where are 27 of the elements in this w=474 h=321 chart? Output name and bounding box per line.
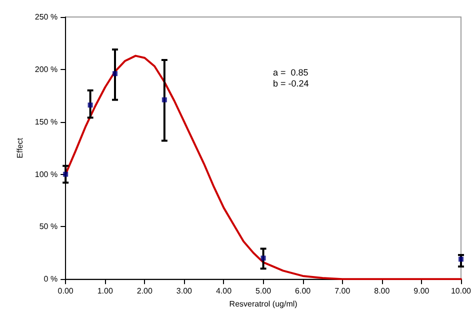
point [88, 102, 93, 108]
x-tick-label: 3.00 [176, 286, 193, 296]
y-tick-label: 100 % [34, 170, 58, 179]
y-tick-label: 0 % [44, 274, 58, 284]
x-tick-label: 4.00 [216, 286, 232, 296]
x-tick-label: 7.00 [334, 286, 351, 296]
y-tick-label: 50 % [39, 222, 58, 232]
point [63, 172, 68, 177]
x-axis-title: Resveratrol (ug/ml) [229, 300, 298, 308]
point [112, 71, 118, 76]
x-tick-label: 10.00 [450, 286, 472, 296]
x-tick-label: 1.00 [97, 286, 114, 296]
x-tick-label: 2.00 [136, 286, 153, 296]
x-tick-label: 0.00 [58, 286, 74, 296]
y-axis-title: Effect [16, 137, 24, 158]
point [162, 97, 167, 102]
point [458, 256, 464, 262]
x-tick-label: 8.00 [374, 286, 390, 296]
annotation: b = -0.24 [273, 78, 309, 88]
x-tick-label: 5.00 [256, 286, 272, 296]
point [260, 256, 266, 261]
y-tick-label: 150 % [34, 117, 58, 126]
annotation: a = 0.85 [273, 68, 308, 78]
x-tick-label: 9.00 [414, 286, 430, 296]
x-tick-label: 6.00 [295, 286, 312, 296]
y-tick-label: 250 % [34, 12, 58, 22]
y-tick-label: 200 % [34, 64, 58, 74]
